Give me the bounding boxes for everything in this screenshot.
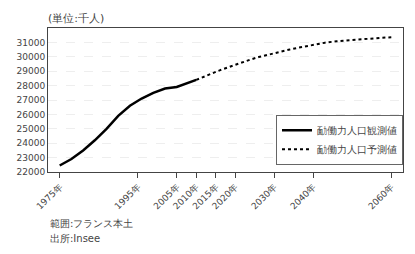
svg-text:2060年: 2060年 — [366, 182, 396, 212]
svg-text:24000: 24000 — [17, 138, 46, 148]
svg-text:29000: 29000 — [17, 66, 46, 76]
svg-text:26000: 26000 — [17, 110, 46, 120]
svg-text:2030年: 2030年 — [249, 182, 279, 212]
svg-text:範囲:フランス本土: 範囲:フランス本土 — [50, 218, 133, 229]
svg-text:28000: 28000 — [17, 81, 46, 91]
svg-text:2040年: 2040年 — [288, 182, 318, 212]
svg-text:25000: 25000 — [17, 124, 46, 134]
svg-text:1995年: 1995年 — [113, 182, 143, 212]
svg-text:(単位:千人): (単位:千人) — [48, 12, 104, 25]
svg-text:出所:Insee: 出所:Insee — [50, 233, 100, 244]
svg-text:31000: 31000 — [17, 38, 46, 48]
svg-text:22000: 22000 — [17, 167, 46, 177]
svg-text:27000: 27000 — [17, 95, 46, 105]
svg-text:2015年: 2015年 — [191, 182, 221, 212]
svg-text:1975年: 1975年 — [35, 182, 65, 212]
svg-text:23000: 23000 — [17, 153, 46, 163]
svg-text:2020年: 2020年 — [210, 182, 240, 212]
svg-text:30000: 30000 — [17, 52, 46, 62]
svg-text:2010年: 2010年 — [171, 182, 201, 212]
svg-text:勔働力人口観測値: 勔働力人口観測値 — [317, 125, 397, 136]
svg-text:勔働力人口予測値: 勔働力人口予測値 — [317, 144, 397, 155]
svg-text:2005年: 2005年 — [152, 182, 182, 212]
